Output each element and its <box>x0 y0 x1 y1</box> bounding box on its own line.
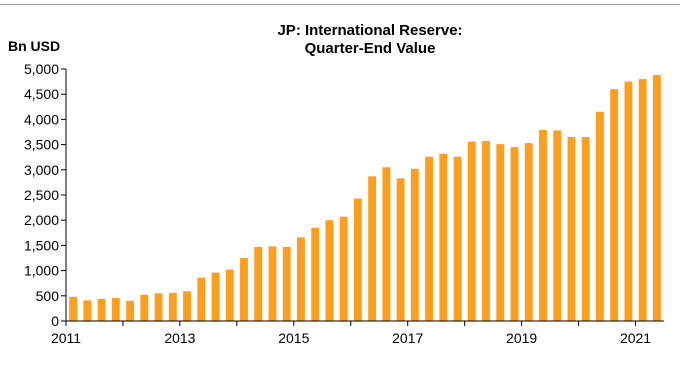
bar-2017Q3 <box>439 153 448 321</box>
bar-2019Q1 <box>524 143 533 321</box>
bar-2020Q1 <box>581 137 590 321</box>
y-tick-label: 500 <box>36 288 60 304</box>
bar-2011Q4 <box>111 297 120 321</box>
x-tick-label: 2021 <box>620 330 651 346</box>
y-tick-label: 2,500 <box>24 187 59 203</box>
bar-2013Q1 <box>183 291 191 321</box>
bar-2012Q3 <box>154 293 163 321</box>
bar-2017Q2 <box>425 156 433 321</box>
x-axis: 2011 2013 2015 2017 2019 2021 <box>51 320 664 346</box>
bar-2013Q2 <box>197 277 206 321</box>
y-tick-label: 3,500 <box>24 137 59 153</box>
bar-2012Q1 <box>126 300 134 321</box>
y-tick-label: 0 <box>51 313 59 329</box>
chart-title-line-1: JP: International Reserve: <box>277 22 462 39</box>
bar-2012Q2 <box>140 294 149 321</box>
bar-2015Q4 <box>339 216 348 321</box>
bar-2011Q2 <box>83 300 92 321</box>
bar-2014Q1 <box>240 258 248 321</box>
y-tick-label: 1,500 <box>24 237 59 253</box>
y-tick-label: 2,000 <box>24 212 59 228</box>
bar-2011Q1 <box>69 296 78 321</box>
y-tick-label: 1,000 <box>24 263 59 279</box>
bar-2018Q4 <box>510 147 519 321</box>
bars-group <box>69 75 661 321</box>
bar-2014Q3 <box>268 246 277 321</box>
bar-2021Q2 <box>652 75 661 321</box>
bar-2011Q3 <box>97 298 106 321</box>
bar-2021Q1 <box>638 79 647 321</box>
bar-2012Q4 <box>168 292 177 321</box>
bar-2014Q2 <box>254 246 263 321</box>
chart-title-line-2: Quarter-End Value <box>305 40 436 57</box>
bar-2015Q1 <box>297 237 305 321</box>
bar-2019Q3 <box>553 130 562 321</box>
bar-2017Q4 <box>453 156 462 321</box>
y-axis: 0 500 1,000 1,500 2,000 2,500 3,000 3,500 4,000 4… <box>24 61 67 329</box>
x-tick-label: 2015 <box>278 330 309 346</box>
bar-2017Q1 <box>410 168 419 321</box>
bar-2020Q3 <box>610 89 619 321</box>
y-tick-label: 3,000 <box>24 162 59 178</box>
bar-2020Q4 <box>624 81 633 321</box>
x-tick-label: 2019 <box>506 330 537 346</box>
bar-2015Q3 <box>325 220 334 321</box>
x-tick-label: 2017 <box>392 330 423 346</box>
bar-2018Q2 <box>482 141 490 321</box>
bar-2016Q1 <box>353 198 362 321</box>
bar-2015Q2 <box>311 227 320 321</box>
bar-2019Q4 <box>567 137 576 321</box>
bar-2019Q2 <box>539 129 547 321</box>
y-tick-label: 4,000 <box>24 111 59 127</box>
top-rule <box>0 4 680 5</box>
x-tick-label: 2011 <box>51 330 81 346</box>
bar-2016Q2 <box>368 176 377 321</box>
y-tick-label: 4,500 <box>24 86 59 102</box>
bar-2014Q4 <box>282 246 291 321</box>
bar-2013Q3 <box>211 272 220 321</box>
y-axis-unit-label: Bn USD <box>8 38 60 54</box>
bar-2016Q4 <box>396 178 405 321</box>
x-tick-label: 2013 <box>164 330 195 346</box>
bar-2013Q4 <box>225 269 234 321</box>
bar-2016Q3 <box>382 167 391 321</box>
bar-2018Q1 <box>467 141 476 321</box>
y-tick-label: 5,000 <box>24 61 59 77</box>
bar-2020Q2 <box>596 111 604 321</box>
bar-2018Q3 <box>496 144 505 321</box>
